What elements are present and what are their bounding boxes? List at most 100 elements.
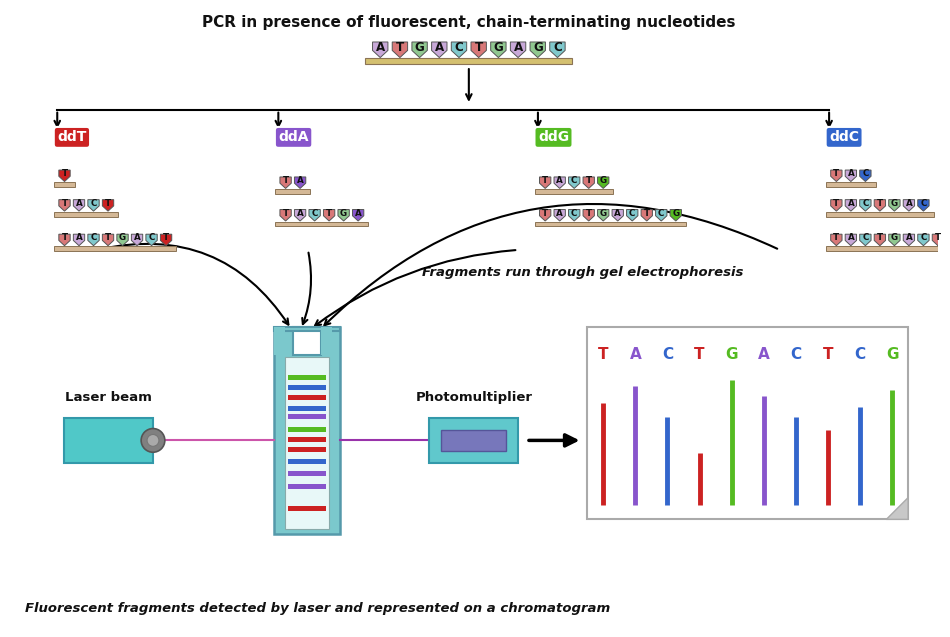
Text: C: C bbox=[854, 347, 865, 362]
Polygon shape bbox=[510, 42, 525, 57]
Bar bbox=[441, 429, 506, 451]
Text: A: A bbox=[296, 209, 303, 218]
Polygon shape bbox=[352, 210, 364, 221]
Bar bbox=[288, 415, 326, 419]
Text: T: T bbox=[935, 233, 941, 243]
Polygon shape bbox=[103, 199, 114, 211]
Text: C: C bbox=[553, 41, 561, 54]
Text: C: C bbox=[790, 347, 802, 362]
Text: G: G bbox=[599, 176, 607, 185]
Text: C: C bbox=[921, 233, 926, 243]
Bar bbox=[288, 483, 326, 489]
Text: A: A bbox=[847, 199, 854, 208]
Polygon shape bbox=[146, 234, 157, 246]
Text: T: T bbox=[282, 209, 289, 218]
Bar bbox=[288, 437, 326, 442]
Text: A: A bbox=[354, 209, 362, 218]
Bar bbox=[276, 222, 369, 227]
Polygon shape bbox=[903, 234, 915, 246]
Text: G: G bbox=[891, 233, 898, 243]
Polygon shape bbox=[431, 42, 447, 57]
Polygon shape bbox=[491, 42, 506, 57]
Text: A: A bbox=[847, 169, 854, 178]
Text: C: C bbox=[921, 199, 926, 208]
Text: G: G bbox=[726, 347, 738, 362]
Polygon shape bbox=[87, 234, 99, 246]
Text: G: G bbox=[891, 199, 898, 208]
Text: G: G bbox=[493, 41, 504, 54]
Text: ddC: ddC bbox=[829, 131, 859, 145]
Text: C: C bbox=[90, 199, 97, 208]
Text: T: T bbox=[62, 169, 67, 178]
Polygon shape bbox=[451, 42, 466, 57]
Polygon shape bbox=[73, 199, 85, 211]
Polygon shape bbox=[874, 234, 885, 246]
Circle shape bbox=[147, 434, 159, 447]
Polygon shape bbox=[670, 210, 681, 221]
Polygon shape bbox=[641, 210, 653, 221]
Bar bbox=[288, 506, 326, 511]
Text: T: T bbox=[833, 233, 840, 243]
Text: C: C bbox=[312, 209, 318, 218]
Bar bbox=[826, 211, 934, 217]
Polygon shape bbox=[846, 234, 857, 246]
Text: C: C bbox=[571, 209, 578, 218]
Polygon shape bbox=[392, 42, 408, 57]
Polygon shape bbox=[830, 199, 842, 211]
Polygon shape bbox=[846, 170, 857, 182]
Text: T: T bbox=[282, 176, 289, 185]
Polygon shape bbox=[540, 177, 551, 189]
Polygon shape bbox=[59, 234, 70, 246]
Bar bbox=[288, 396, 326, 401]
Text: A: A bbox=[76, 233, 83, 243]
Polygon shape bbox=[846, 199, 857, 211]
Text: A: A bbox=[905, 199, 912, 208]
Text: C: C bbox=[90, 233, 97, 243]
Text: C: C bbox=[455, 41, 464, 54]
Text: A: A bbox=[758, 347, 770, 362]
Polygon shape bbox=[59, 170, 70, 182]
Polygon shape bbox=[103, 234, 114, 246]
Bar bbox=[288, 385, 326, 390]
Text: T: T bbox=[326, 209, 332, 218]
Bar bbox=[826, 182, 876, 187]
Bar bbox=[65, 418, 153, 463]
Text: A: A bbox=[375, 41, 385, 54]
Text: C: C bbox=[658, 209, 664, 218]
Text: C: C bbox=[863, 233, 868, 243]
Bar bbox=[276, 189, 311, 194]
Bar bbox=[275, 327, 285, 355]
Bar bbox=[285, 357, 329, 529]
Polygon shape bbox=[554, 177, 565, 189]
Polygon shape bbox=[860, 170, 871, 182]
Text: Laser beam: Laser beam bbox=[66, 391, 152, 404]
Text: T: T bbox=[694, 347, 705, 362]
Polygon shape bbox=[87, 199, 99, 211]
Bar bbox=[429, 418, 518, 463]
Polygon shape bbox=[889, 234, 900, 246]
Text: A: A bbox=[630, 347, 641, 362]
Text: C: C bbox=[662, 347, 673, 362]
Text: T: T bbox=[585, 209, 592, 218]
Text: A: A bbox=[847, 233, 854, 243]
Polygon shape bbox=[903, 199, 915, 211]
Text: A: A bbox=[435, 41, 444, 54]
Text: T: T bbox=[833, 199, 840, 208]
Text: A: A bbox=[557, 176, 563, 185]
Text: T: T bbox=[542, 209, 548, 218]
Polygon shape bbox=[830, 170, 842, 182]
Polygon shape bbox=[412, 42, 428, 57]
Bar bbox=[54, 182, 75, 187]
Polygon shape bbox=[550, 42, 565, 57]
Polygon shape bbox=[860, 199, 871, 211]
Polygon shape bbox=[323, 210, 334, 221]
Polygon shape bbox=[59, 199, 70, 211]
Text: PCR in presence of fluorescent, chain-terminating nucleotides: PCR in presence of fluorescent, chain-te… bbox=[202, 15, 735, 30]
Text: A: A bbox=[615, 209, 621, 218]
Bar bbox=[54, 211, 118, 217]
Polygon shape bbox=[471, 42, 486, 57]
Text: A: A bbox=[557, 209, 563, 218]
Bar bbox=[288, 459, 326, 464]
Bar bbox=[321, 327, 332, 355]
Text: T: T bbox=[644, 209, 650, 218]
